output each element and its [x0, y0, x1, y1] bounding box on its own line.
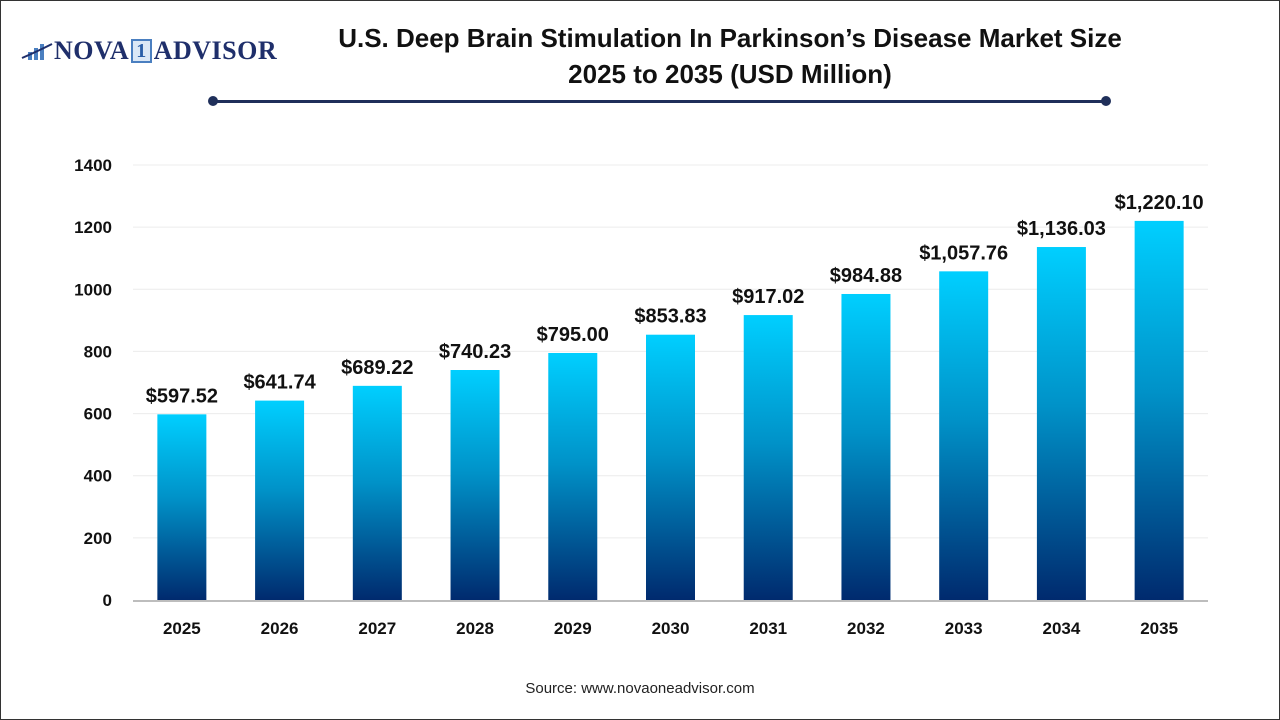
chart-title: U.S. Deep Brain Stimulation In Parkinson… — [230, 20, 1230, 92]
bar-2026 — [255, 400, 305, 600]
chart-title-line2: 2025 to 2035 (USD Million) — [568, 59, 892, 89]
data-label: $689.22 — [341, 357, 413, 379]
bar-2033 — [939, 271, 989, 600]
x-tick-label: 2035 — [1140, 619, 1178, 638]
data-label: $1,136.03 — [1017, 218, 1106, 240]
title-rule — [213, 100, 1106, 103]
x-tick-label: 2026 — [261, 619, 299, 638]
y-tick-label: 800 — [84, 342, 112, 361]
source-note: Source: www.novaoneadvisor.com — [525, 680, 755, 697]
x-tick-label: 2034 — [1042, 619, 1080, 638]
logo: NOVA 1 ADVISOR — [20, 36, 277, 66]
bar-2034 — [1036, 247, 1086, 600]
data-label: $1,057.76 — [919, 242, 1008, 264]
bar-2029 — [548, 352, 598, 600]
x-tick-label: 2028 — [456, 619, 494, 638]
title-rule-dot-left — [208, 96, 218, 106]
y-tick-label: 1200 — [74, 218, 112, 237]
x-tick-label: 2030 — [652, 619, 690, 638]
y-tick-label: 1400 — [74, 156, 112, 175]
y-tick-label: 600 — [84, 405, 112, 424]
bar-2032 — [841, 293, 891, 600]
x-tick-label: 2029 — [554, 619, 592, 638]
logo-text-one: 1 — [131, 39, 152, 63]
y-tick-label: 400 — [84, 467, 112, 486]
data-label: $641.74 — [243, 372, 316, 394]
data-label: $740.23 — [439, 341, 511, 363]
y-tick-label: 200 — [84, 529, 112, 548]
bar-2030 — [646, 334, 695, 600]
y-tick-label: 0 — [103, 591, 112, 610]
x-tick-label: 2032 — [847, 619, 885, 638]
bar-2027 — [352, 385, 402, 600]
x-tick-label: 2031 — [749, 619, 787, 638]
data-label: $795.00 — [537, 324, 609, 346]
x-tick-label: 2025 — [163, 619, 201, 638]
data-label: $1,220.10 — [1115, 192, 1204, 214]
data-label: $917.02 — [732, 286, 804, 308]
logo-text-advisor: ADVISOR — [153, 36, 278, 65]
y-tick-label: 1000 — [74, 280, 112, 299]
chart-title-line1: U.S. Deep Brain Stimulation In Parkinson… — [338, 23, 1122, 53]
bar-chart-logo-icon — [21, 43, 53, 60]
data-label: $853.83 — [634, 306, 706, 328]
x-tick-label: 2027 — [358, 619, 396, 638]
logo-text-nova: NOVA — [54, 36, 130, 65]
bar-2028 — [450, 369, 500, 600]
bar-2025 — [157, 414, 207, 600]
data-label: $984.88 — [830, 265, 902, 287]
x-tick-label: 2033 — [945, 619, 983, 638]
bar-2031 — [743, 315, 793, 600]
title-rule-dot-right — [1101, 96, 1111, 106]
data-label: $597.52 — [146, 385, 218, 407]
bar-2035 — [1134, 220, 1184, 600]
